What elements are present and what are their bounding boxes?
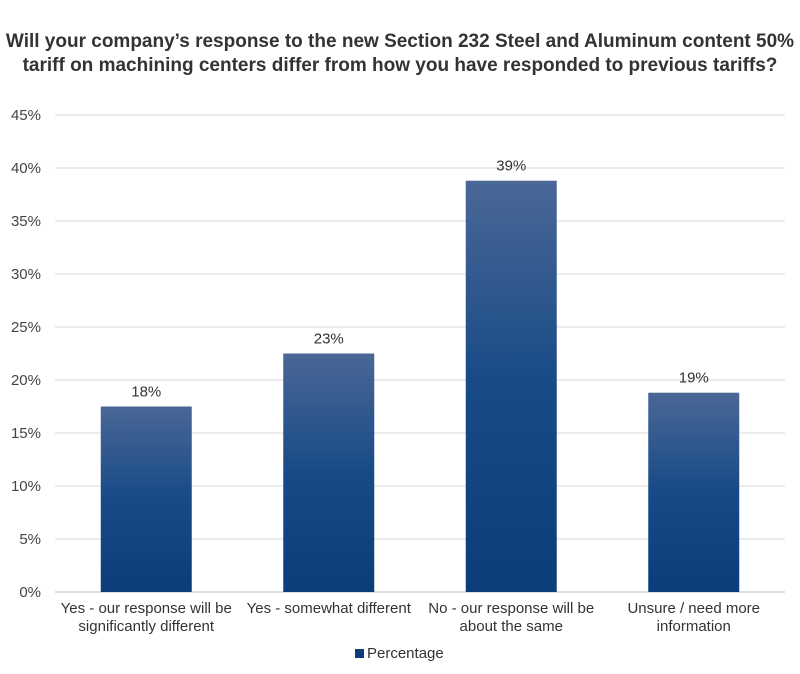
legend-swatch [355,649,364,658]
y-tick-label: 15% [11,425,41,442]
data-label: 23% [314,331,344,348]
legend: Percentage [355,645,444,662]
y-tick-label: 45% [11,107,41,124]
y-tick-label: 25% [11,319,41,336]
y-tick-label: 40% [11,160,41,177]
y-tick-label: 20% [11,372,41,389]
chart-title-line-2: tariff on machining centers differ from … [22,55,778,76]
bars [100,180,740,592]
x-axis: Yes - our response will besignificantly … [61,600,760,635]
data-label: 39% [496,158,526,175]
x-tick-label: Yes - our response will be [61,600,232,617]
chart-title-line-1: Will your company’s response to the new … [5,31,795,52]
bar [100,406,192,592]
bar [648,392,740,592]
y-tick-label: 5% [19,531,41,548]
data-labels: 18% 23% 39% 19% [131,158,709,401]
x-tick-label: Yes - somewhat different [247,600,412,617]
x-tick-label: significantly different [78,618,214,635]
x-tick-label: Unsure / need more [627,600,760,617]
y-tick-label: 35% [11,213,41,230]
x-tick-label: No - our response will be [428,600,594,617]
chart-title: Will your company’s response to the new … [0,30,800,78]
y-tick-label: 0% [19,584,41,601]
x-tick-label: information [657,618,731,635]
legend-label: Percentage [367,645,444,662]
data-label: 19% [679,370,709,387]
bar [283,353,375,592]
bar [465,180,557,592]
x-tick-label: about the same [460,618,563,635]
y-axis: 0% 5% 10% 15% 20% 25% 30% 35% 40% 45% [11,107,41,601]
y-tick-label: 30% [11,266,41,283]
data-label: 18% [131,384,161,401]
y-tick-label: 10% [11,478,41,495]
